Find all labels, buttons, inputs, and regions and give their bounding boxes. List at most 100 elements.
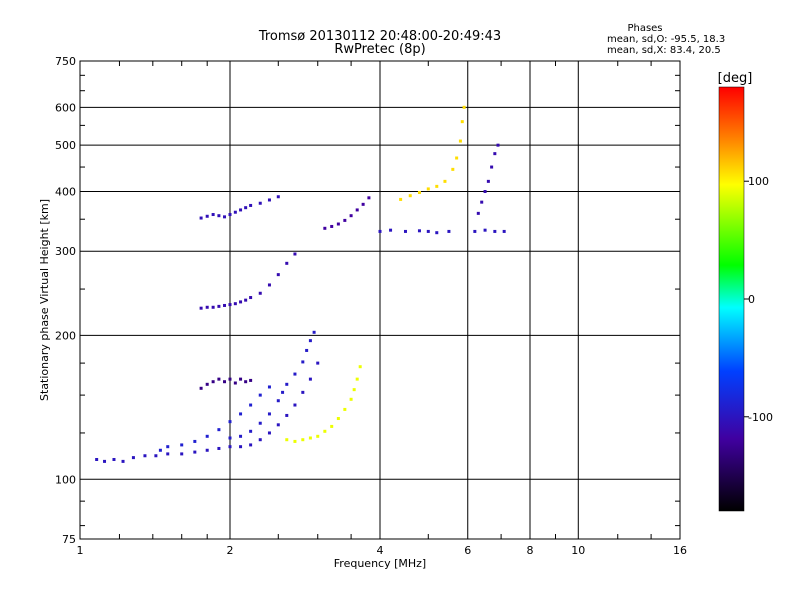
data-point — [285, 438, 289, 442]
data-point — [285, 413, 289, 417]
data-point — [205, 434, 209, 438]
data-point — [244, 380, 248, 384]
data-point — [166, 452, 170, 456]
data-point — [205, 448, 209, 452]
data-point — [316, 434, 320, 438]
x-tick-label: 6 — [464, 544, 471, 557]
data-point — [336, 222, 340, 226]
y-tick-label: 300 — [55, 245, 76, 258]
phases-heading: Phases — [627, 23, 662, 34]
data-point — [361, 202, 365, 206]
data-point — [435, 184, 439, 188]
data-point — [308, 377, 312, 381]
colorbar-tick-label: 0 — [748, 293, 755, 306]
data-point — [154, 454, 158, 458]
data-point — [217, 428, 221, 432]
y-tick-label: 75 — [62, 533, 76, 546]
data-point — [493, 152, 497, 156]
data-point — [301, 360, 305, 364]
data-point — [276, 399, 280, 403]
data-point — [217, 377, 221, 381]
data-point — [358, 365, 362, 369]
data-point — [285, 382, 289, 386]
data-point — [447, 229, 451, 233]
data-point — [217, 214, 221, 218]
data-point — [367, 196, 371, 200]
axis-ticks: 1 2 4 6 8 10 16 75 100 200 300 400 500 600 750 — [55, 55, 687, 557]
data-point — [330, 424, 334, 428]
data-point — [316, 361, 320, 365]
data-point — [223, 380, 227, 384]
data-point — [249, 443, 253, 447]
data-point — [143, 454, 147, 458]
data-point — [389, 228, 393, 232]
data-point — [293, 252, 297, 256]
data-point — [239, 377, 243, 381]
data-point — [258, 421, 262, 425]
data-point — [211, 305, 215, 309]
data-point — [483, 228, 487, 232]
data-point — [460, 120, 464, 124]
data-point — [217, 304, 221, 308]
data-point — [301, 390, 305, 394]
data-points — [95, 105, 506, 463]
colorbar-tick-label: 100 — [748, 175, 769, 188]
data-point — [180, 452, 184, 456]
data-point — [490, 165, 494, 169]
data-point — [480, 200, 484, 204]
data-point — [462, 105, 466, 109]
y-tick-label: 600 — [55, 101, 76, 114]
y-tick-label: 100 — [55, 473, 76, 486]
y-tick-label: 200 — [55, 329, 76, 342]
data-point — [249, 203, 253, 207]
data-point — [323, 226, 327, 230]
data-point — [121, 459, 125, 463]
data-point — [355, 377, 359, 381]
data-point — [239, 208, 243, 212]
data-point — [455, 156, 459, 160]
chart-title: Tromsø 20130112 20:48:00-20:49:43 — [258, 29, 501, 44]
grid-lines — [80, 61, 680, 539]
data-point — [293, 439, 297, 443]
data-point — [281, 390, 285, 394]
data-point — [293, 403, 297, 407]
data-point — [496, 143, 500, 147]
data-point — [249, 378, 253, 382]
data-point — [352, 388, 356, 392]
y-tick-label: 400 — [55, 185, 76, 198]
data-point — [193, 450, 197, 454]
data-point — [228, 377, 232, 381]
data-point — [426, 229, 430, 233]
data-point — [343, 218, 347, 222]
data-point — [258, 291, 262, 295]
data-point — [249, 296, 253, 300]
data-point — [451, 167, 455, 171]
data-point — [217, 446, 221, 450]
data-point — [301, 438, 305, 442]
x-tick-label: 2 — [227, 544, 234, 557]
data-point — [483, 189, 487, 193]
data-point — [486, 179, 490, 183]
data-point — [199, 306, 203, 310]
data-point — [378, 229, 382, 233]
phases-mean-o: mean, sd,O: -95.5, 18.3 — [607, 34, 725, 45]
data-point — [349, 397, 353, 401]
data-point — [244, 206, 248, 210]
data-point — [258, 201, 262, 205]
data-point — [267, 412, 271, 416]
data-point — [267, 198, 271, 202]
data-point — [267, 283, 271, 287]
data-point — [211, 213, 215, 217]
x-tick-label: 16 — [673, 544, 687, 557]
data-point — [239, 434, 243, 438]
data-point — [103, 459, 107, 463]
data-point — [205, 382, 209, 386]
data-point — [293, 372, 297, 376]
data-point — [211, 380, 215, 384]
data-point — [276, 195, 280, 199]
data-point — [131, 456, 135, 460]
data-point — [267, 385, 271, 389]
data-point — [330, 224, 334, 228]
data-point — [228, 213, 232, 217]
